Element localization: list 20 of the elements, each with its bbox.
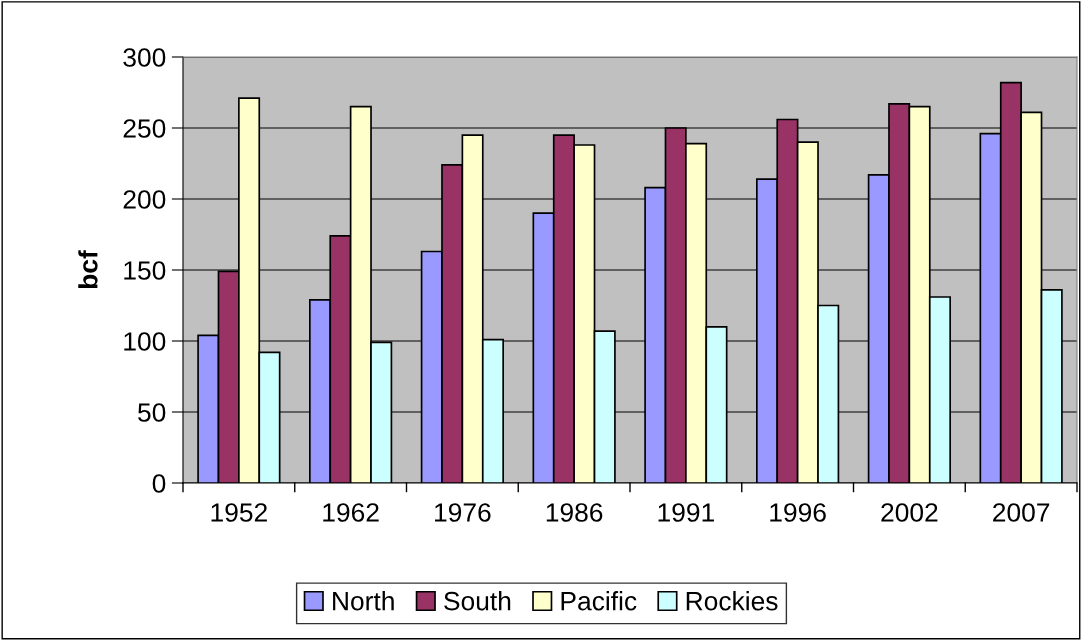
y-tick-label: 0: [152, 474, 166, 493]
y-tick-label: 250: [123, 119, 166, 138]
x-tick-label: 1976: [435, 503, 491, 522]
x-tick-label: 1952: [211, 503, 267, 522]
y-tick-label: 150: [124, 261, 166, 280]
x-tick-label: 1996: [770, 503, 826, 522]
legend-label: South: [444, 591, 511, 611]
y-axis-title: bcf: [78, 250, 98, 289]
y-tick-label: 300: [123, 48, 166, 67]
y-tick-label: 100: [124, 332, 166, 351]
legend-label: Pacific: [561, 591, 637, 611]
x-tick-label: 2002: [881, 503, 938, 522]
x-tick-label: 1991: [658, 503, 714, 522]
x-tick-label: 1986: [546, 503, 603, 522]
legend-label: Rockies: [686, 591, 778, 611]
y-tick-label: 200: [123, 190, 166, 209]
legend-label: North: [333, 591, 394, 611]
x-tick-label: 2007: [993, 503, 1050, 522]
y-tick-label: 50: [138, 403, 166, 422]
x-tick-label: 1962: [323, 503, 379, 522]
